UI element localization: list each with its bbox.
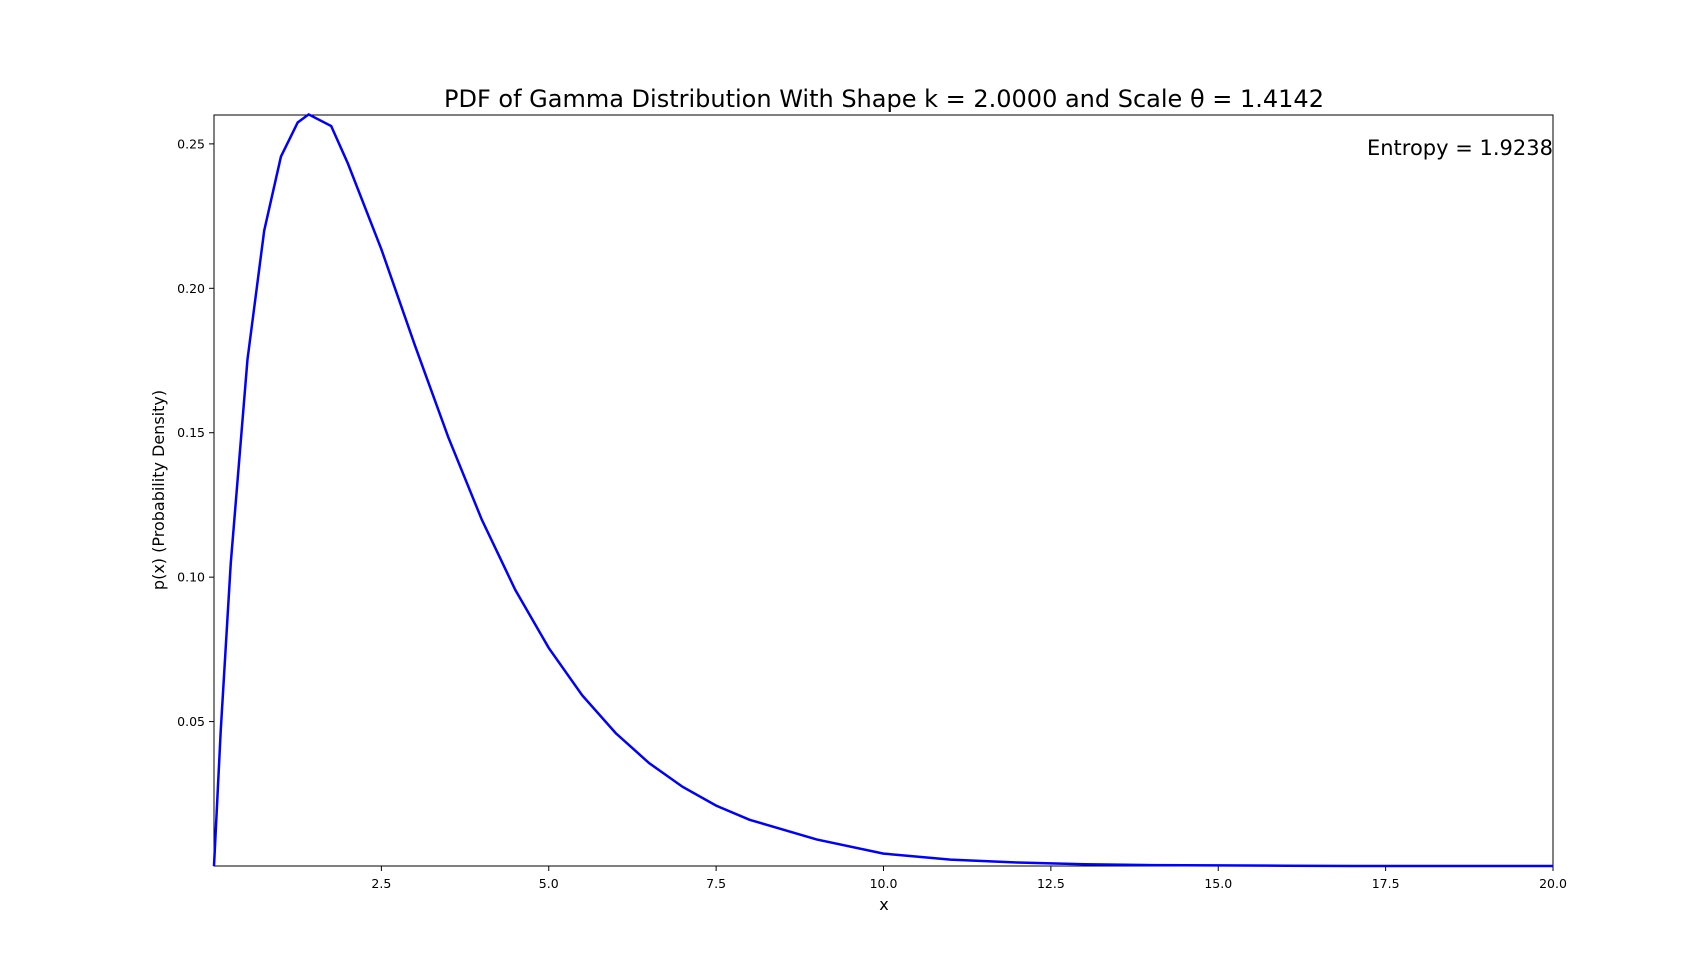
x-tick-label: 10.0 — [870, 876, 898, 891]
entropy-annotation: Entropy = 1.9238 — [1367, 136, 1553, 160]
x-tick-label: 2.5 — [371, 876, 391, 891]
x-tick-label: 17.5 — [1372, 876, 1400, 891]
y-tick-label: 0.10 — [177, 570, 205, 585]
y-tick-label: 0.05 — [177, 714, 205, 729]
y-tick-label: 0.15 — [177, 425, 205, 440]
x-tick-label: 15.0 — [1204, 876, 1232, 891]
y-axis-label: p(x) (Probability Density) — [149, 390, 168, 590]
y-tick-label: 0.25 — [177, 136, 205, 151]
x-axis-ticks: 2.5 5.0 7.5 10.0 12.5 15.0 17.5 20.0 — [371, 866, 1567, 891]
x-tick-label: 7.5 — [706, 876, 726, 891]
x-tick-label: 20.0 — [1539, 876, 1567, 891]
plot-area-frame — [213, 114, 1554, 867]
y-axis-ticks: 0.05 0.10 0.15 0.20 0.25 — [177, 136, 214, 729]
gamma-pdf-curve — [212, 112, 1553, 868]
x-axis-label: x — [879, 895, 888, 914]
x-tick-label: 5.0 — [539, 876, 559, 891]
y-tick-label: 0.20 — [177, 281, 205, 296]
chart-title: PDF of Gamma Distribution With Shape k =… — [444, 85, 1324, 113]
x-tick-label: 12.5 — [1037, 876, 1065, 891]
